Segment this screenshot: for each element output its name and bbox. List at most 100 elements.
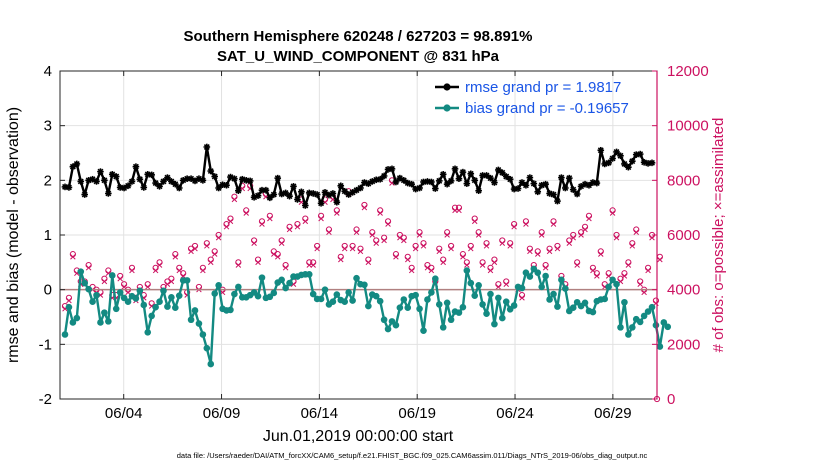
obs-assimilated-point xyxy=(550,221,557,227)
obs-assimilated-stroke xyxy=(534,251,541,257)
obs-assimilated-stroke xyxy=(550,221,557,227)
obs-assimilated-stroke xyxy=(511,224,517,230)
rmse-point-stroke xyxy=(522,182,529,189)
rmse-point xyxy=(597,146,605,154)
bias-point xyxy=(321,286,329,293)
rmse-point-stroke xyxy=(361,179,368,186)
obs-assimilated-point xyxy=(361,204,368,211)
obs-assimilated-point xyxy=(657,256,663,263)
obs-assimilated-stroke xyxy=(491,259,498,266)
obs-assimilated-point xyxy=(369,232,376,238)
obs-assimilated-point xyxy=(385,221,391,227)
bias-point xyxy=(168,294,175,301)
obs-assimilated-stroke xyxy=(294,224,301,230)
obs-assimilated-point xyxy=(436,248,443,255)
rmse-point xyxy=(565,174,573,182)
obs-assimilated-stroke xyxy=(341,245,348,252)
obs-assimilated-point xyxy=(637,281,643,287)
rmse-point xyxy=(262,186,270,194)
rmse-point-stroke xyxy=(81,191,88,198)
bias-point xyxy=(479,301,486,308)
rmse-point xyxy=(156,183,163,190)
rmse-point-stroke xyxy=(452,165,458,172)
bias-point xyxy=(589,308,597,316)
bias-point xyxy=(132,295,140,302)
bias-point xyxy=(629,324,636,331)
y-tick-label-0: -2 xyxy=(39,391,52,408)
y-tick-label-5: 3 xyxy=(44,118,52,135)
rmse-point xyxy=(357,184,364,192)
rmse-point-stroke xyxy=(499,169,506,176)
obs-assimilated-point xyxy=(286,226,293,233)
y2-axis-label: # of obs: o=possible; ×=assimilated xyxy=(710,118,727,353)
obs-assimilated-point xyxy=(188,248,194,255)
rmse-point-stroke xyxy=(329,190,336,197)
bias-point xyxy=(329,298,337,305)
rmse-point-stroke xyxy=(570,186,577,193)
rmse-point-stroke xyxy=(129,178,135,185)
rmse-point-stroke xyxy=(195,175,202,182)
y2-tick-label-5: 10000 xyxy=(667,118,709,135)
obs-assimilated-point xyxy=(164,281,171,287)
obs-assimilated-stroke xyxy=(475,232,482,238)
obs-assimilated-point xyxy=(574,262,580,268)
bias-point xyxy=(183,277,191,284)
rmse-point xyxy=(105,190,112,197)
rmse-point-stroke xyxy=(408,181,415,188)
obs-assimilated-stroke xyxy=(448,245,454,252)
bottom-axis: 06/04 06/09 06/14 06/19 06/24 06/29 xyxy=(105,71,632,422)
obs-assimilated-point xyxy=(338,256,344,263)
obs-assimilated-stroke xyxy=(318,215,324,222)
x-tick-label-5: 06/29 xyxy=(594,405,632,422)
obs-assimilated-stroke xyxy=(633,229,639,236)
bias-point xyxy=(640,312,648,320)
bias-point xyxy=(400,296,408,303)
y2-tick-label-4: 8000 xyxy=(667,172,700,189)
rmse-point-stroke xyxy=(546,190,553,197)
rmse-point xyxy=(140,184,148,191)
rmse-point-stroke xyxy=(566,175,573,182)
rmse-point-stroke xyxy=(255,192,262,199)
rmse-point-stroke xyxy=(101,177,108,184)
rmse-point xyxy=(605,159,612,167)
obs-assimilated-stroke xyxy=(235,262,242,268)
bias-point xyxy=(412,291,419,299)
obs-assimilated-point xyxy=(452,207,458,214)
obs-assimilated-point xyxy=(144,284,151,290)
obs-assimilated-point xyxy=(66,297,72,304)
bias-point xyxy=(278,276,285,284)
bias-point xyxy=(621,298,628,306)
rmse-point xyxy=(542,180,549,188)
rmse-point-stroke xyxy=(132,163,139,170)
obs-assimilated-stroke xyxy=(621,273,628,279)
obs-assimilated-stroke xyxy=(85,265,92,271)
obs-assimilated-stroke xyxy=(349,245,356,252)
rmse-point xyxy=(132,163,140,170)
obs-assimilated-stroke xyxy=(192,245,198,252)
bias-point xyxy=(439,324,447,331)
obs-assimilated-point xyxy=(121,284,127,290)
rmse-point-stroke xyxy=(231,175,238,182)
obs-assimilated-point xyxy=(176,267,183,274)
rmse-point-stroke xyxy=(357,185,364,191)
bias-point xyxy=(85,285,92,293)
rmse-point-stroke xyxy=(637,151,644,158)
obs-assimilated-stroke xyxy=(282,265,289,271)
obs-assimilated-stroke xyxy=(570,234,576,241)
bias-point xyxy=(467,279,475,287)
rmse-point xyxy=(199,177,207,184)
obs-assimilated-point xyxy=(211,251,218,257)
rmse-point-stroke xyxy=(176,185,183,191)
rmse-point xyxy=(435,177,443,185)
rmse-point-stroke xyxy=(526,174,533,181)
rmse-point xyxy=(203,143,211,151)
rmse-point-stroke xyxy=(65,184,72,191)
rmse-point-stroke xyxy=(396,175,403,182)
rmse-point-stroke xyxy=(199,177,206,184)
y-tick-label-1: -1 xyxy=(39,336,52,353)
obs-assimilated-point xyxy=(495,284,502,290)
rmse-point-stroke xyxy=(605,159,612,166)
obs-assimilated-stroke xyxy=(70,254,76,260)
bias-point xyxy=(136,287,144,295)
rmse-point-stroke xyxy=(385,166,392,173)
